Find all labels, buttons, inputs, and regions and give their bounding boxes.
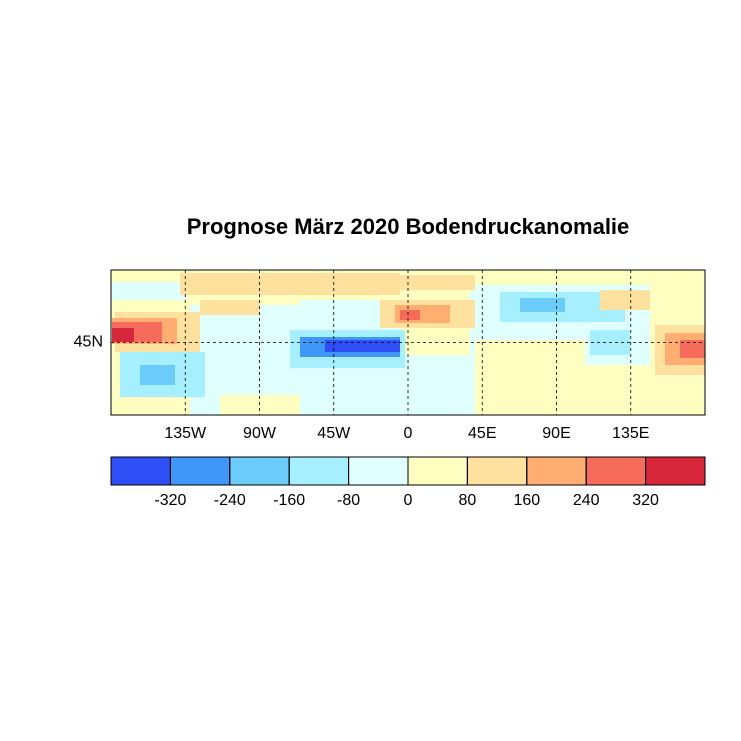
anomaly-patch bbox=[180, 273, 400, 295]
colorbar-box bbox=[348, 456, 409, 486]
anomaly-patch bbox=[140, 365, 175, 385]
colorbar-tick-label: -240 bbox=[214, 492, 246, 509]
anomaly-patch bbox=[111, 282, 186, 300]
anomaly-patch bbox=[220, 395, 300, 415]
colorbar-tick-label: 0 bbox=[404, 492, 413, 509]
colorbar-box bbox=[169, 456, 231, 486]
x-tick-label: 90E bbox=[542, 425, 570, 442]
colorbar-tick-label: -160 bbox=[273, 492, 305, 509]
x-tick-label: 135W bbox=[164, 425, 207, 442]
anomaly-patch bbox=[680, 340, 705, 358]
x-tick-label: 45E bbox=[468, 425, 496, 442]
colorbar-box bbox=[110, 456, 171, 486]
y-tick-label: 45N bbox=[74, 334, 103, 351]
anomaly-patch bbox=[475, 340, 585, 375]
colorbar-box bbox=[288, 456, 350, 486]
colorbar-tick-label: 320 bbox=[632, 492, 659, 509]
colorbar-box bbox=[407, 456, 468, 486]
anomaly-patch bbox=[112, 328, 134, 342]
x-tick-label: 45W bbox=[317, 425, 351, 442]
colorbar-box bbox=[466, 456, 528, 486]
x-tick-label: 135E bbox=[612, 425, 649, 442]
colorbar-tick-label: -80 bbox=[337, 492, 360, 509]
anomaly-patch bbox=[325, 340, 400, 352]
anomaly-patch bbox=[600, 290, 650, 310]
colorbar-box bbox=[229, 456, 290, 486]
colorbar-box bbox=[526, 456, 587, 486]
chart-title: Prognose März 2020 Bodendruckanomalie bbox=[187, 214, 630, 239]
colorbar-box bbox=[645, 456, 706, 486]
colorbar-box bbox=[585, 456, 647, 486]
colorbar-tick-label: 80 bbox=[459, 492, 477, 509]
anomaly-patch bbox=[400, 310, 420, 320]
anomaly-patch bbox=[395, 275, 475, 290]
colorbar-tick-label: 240 bbox=[573, 492, 600, 509]
x-tick-label: 90W bbox=[243, 425, 277, 442]
map-frame bbox=[110, 269, 706, 416]
colorbar-tick-label: -320 bbox=[154, 492, 186, 509]
grid bbox=[111, 270, 705, 415]
colorbar-tick-label: 160 bbox=[513, 492, 540, 509]
anomaly-patch bbox=[520, 298, 565, 312]
anomaly-patch bbox=[200, 300, 260, 315]
x-tick-label: 0 bbox=[404, 425, 413, 442]
